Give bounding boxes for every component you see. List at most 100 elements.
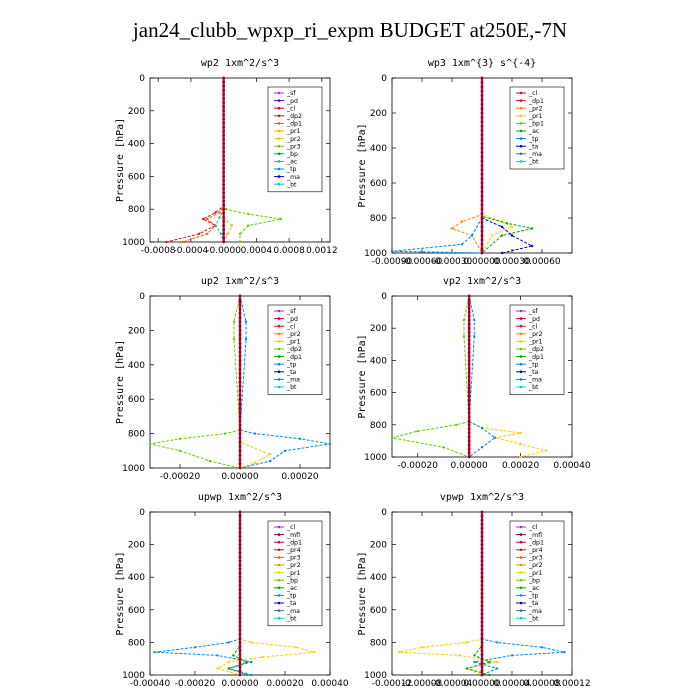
zero-profile-point xyxy=(238,436,242,440)
series-line-pr1 xyxy=(481,78,514,254)
zero-profile-point xyxy=(222,138,226,141)
chart-panel-3: up2 1xm^2/s^3 0 200 400 600 800 1000 -0.00020 0.… xyxy=(115,276,332,482)
zero-profile-point xyxy=(480,172,484,176)
zero-profile-point xyxy=(238,616,242,620)
series-point-tp xyxy=(283,449,287,452)
legend-label: _bt xyxy=(528,159,539,166)
zero-profile-point xyxy=(238,402,242,405)
legend-marker xyxy=(519,385,523,389)
zero-profile-point xyxy=(480,518,484,522)
zero-profile-point xyxy=(480,579,484,583)
zero-profile-point xyxy=(238,571,242,575)
legend-label: _bt xyxy=(528,615,539,622)
legend-marker xyxy=(519,525,523,529)
zero-profile-point xyxy=(222,154,226,158)
y-tick-label: 800 xyxy=(128,205,145,215)
zero-profile-point xyxy=(222,224,226,228)
y-tick-label: 1000 xyxy=(364,453,387,463)
zero-profile-point xyxy=(480,111,484,115)
legend-marker xyxy=(519,137,523,140)
zero-profile-point xyxy=(467,306,471,310)
zero-profile-point xyxy=(222,150,226,154)
legend-marker xyxy=(519,556,523,559)
zero-profile-point xyxy=(467,439,471,443)
zero-profile-point xyxy=(480,612,484,616)
series-point-pr1 xyxy=(227,660,230,664)
y-tick-label: 200 xyxy=(370,541,387,551)
y-tick-label: 0 xyxy=(381,74,387,84)
zero-profile-point xyxy=(467,395,471,399)
y-tick-label: 0 xyxy=(139,292,145,302)
series-point-tp xyxy=(390,250,394,253)
zero-profile-point xyxy=(480,653,484,657)
series-point-tp xyxy=(473,660,476,664)
legend-label: _pr3 xyxy=(286,555,301,562)
legend-marker xyxy=(277,182,281,186)
zero-profile-point xyxy=(238,653,242,657)
zero-profile-point xyxy=(238,453,242,457)
series-point-pr3 xyxy=(238,240,242,244)
x-tick-label: 0.00012 xyxy=(553,679,590,689)
series-point-ac xyxy=(530,227,534,230)
zero-profile-point xyxy=(467,350,471,354)
legend-label: _mfl xyxy=(286,532,300,539)
series-point-ac xyxy=(505,222,509,225)
zero-profile-point xyxy=(467,423,471,427)
zero-profile-point xyxy=(480,596,484,599)
zero-profile-point xyxy=(238,462,242,466)
legend-label: _ma xyxy=(528,377,542,384)
series-point-dp2 xyxy=(442,446,445,449)
legend-marker xyxy=(277,362,281,366)
legend-label: _tp xyxy=(286,361,297,368)
series-point-ac xyxy=(245,660,248,664)
zero-profile-point xyxy=(480,616,484,620)
zero-profile-point xyxy=(480,150,484,154)
zero-profile-point xyxy=(222,84,226,88)
figure-title: jan24_clubb_wpxp_ri_expm BUDGET at250E,-… xyxy=(132,18,568,42)
zero-profile-point xyxy=(222,203,226,207)
legend-marker xyxy=(277,317,281,320)
legend-label: _pd xyxy=(286,98,298,105)
zero-profile-point xyxy=(480,98,484,102)
series-point-pr1 xyxy=(268,453,272,456)
zero-profile-point xyxy=(480,124,484,128)
legend-marker xyxy=(277,586,281,590)
zero-profile-point xyxy=(222,211,226,215)
legend-label: _bt xyxy=(528,384,539,391)
legend-marker xyxy=(277,152,281,156)
zero-profile-point xyxy=(238,311,242,315)
zero-profile-point xyxy=(222,232,226,236)
legend-label: _tp xyxy=(528,361,539,368)
legend-marker xyxy=(277,160,281,163)
series-point-pr1 xyxy=(313,651,316,654)
series-point-tp xyxy=(460,243,464,246)
series-point-pr1 xyxy=(253,461,257,464)
zero-profile-point xyxy=(467,411,471,415)
legend-label: _bp xyxy=(286,151,298,158)
zero-profile-point xyxy=(238,397,242,401)
legend-marker xyxy=(519,378,523,381)
x-tick-label: 0.0004 xyxy=(241,246,273,256)
zero-profile-point xyxy=(480,133,484,137)
zero-profile-point xyxy=(222,121,226,125)
y-tick-label: 200 xyxy=(128,107,145,117)
y-tick-label: 1000 xyxy=(122,238,145,248)
legend-label: _ac xyxy=(286,159,298,166)
x-tick-label: 0.00000 xyxy=(221,679,258,689)
legend-marker xyxy=(519,347,523,351)
series-point-dp2 xyxy=(148,442,152,446)
series-point-tp xyxy=(193,646,197,649)
legend-marker xyxy=(277,571,281,574)
zero-profile-point xyxy=(480,645,484,648)
zero-profile-point xyxy=(480,649,484,652)
zero-profile-point xyxy=(238,406,242,410)
series-point-ac xyxy=(500,234,504,237)
series-line-ac xyxy=(227,512,249,676)
zero-profile-point xyxy=(238,539,242,542)
chart-panel-2: wp3 1xm^{3} s^{-4}02004006008001000-0.00… xyxy=(357,58,573,267)
zero-profile-point xyxy=(467,367,471,370)
legend-label: _dp1 xyxy=(528,98,544,105)
legend-label: _cl xyxy=(528,90,537,97)
legend-label: _pr1 xyxy=(528,570,543,577)
zero-profile-point xyxy=(238,449,242,453)
